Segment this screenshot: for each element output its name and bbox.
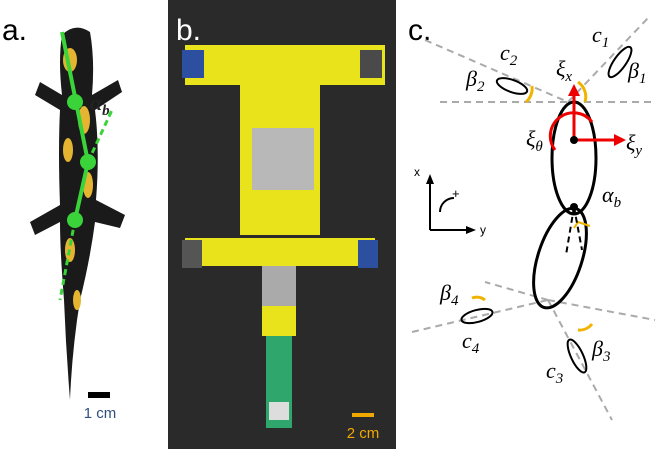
scale-bar (88, 392, 110, 398)
figure: a. αb 1 cm b. 2 cm c. (0, 0, 662, 449)
robot-photo (168, 0, 396, 449)
salamander-photo (30, 28, 125, 400)
foot-label: c4 (462, 328, 480, 357)
foot-angle-label: β2 (465, 66, 485, 95)
body-axis-label: ξθ (526, 126, 543, 155)
frame-axis-label: y (480, 223, 486, 237)
panel-label: a. (2, 14, 27, 47)
foot-angle-label: β1 (627, 58, 646, 87)
frame-rotation-label: + (452, 186, 460, 201)
diagram-lines (412, 18, 655, 420)
body-axis-label: ξy (626, 130, 642, 159)
scale-label: 2 cm (347, 425, 380, 442)
foot-angle-label: β4 (439, 280, 459, 309)
foot-label: c1 (592, 22, 609, 51)
foot-label: c3 (546, 358, 563, 387)
foot-label: c2 (500, 40, 518, 69)
scale-bar (352, 413, 374, 417)
foot-angle-label: β3 (591, 336, 610, 365)
frame-axis-label: x (414, 165, 420, 179)
scale-label: 1 cm (84, 405, 117, 422)
joint-angle-label: αb (602, 182, 622, 211)
panel-label: b. (176, 14, 201, 47)
body-axis-label: ξx (556, 56, 572, 85)
